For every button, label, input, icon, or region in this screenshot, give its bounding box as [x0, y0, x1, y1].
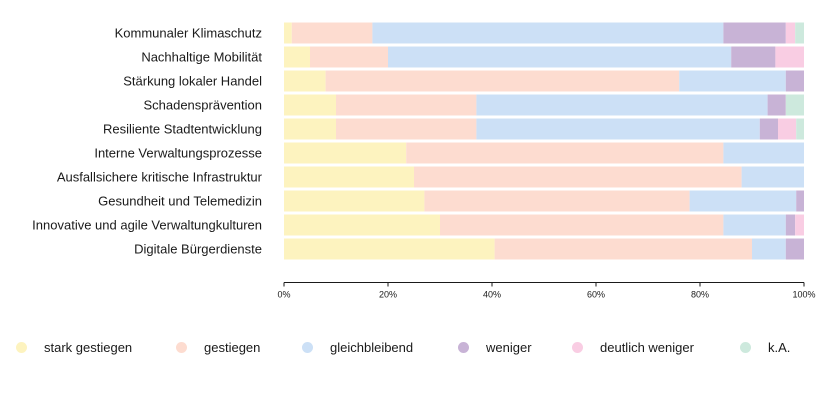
- bar-segment-weniger: [731, 46, 776, 68]
- bar-segment-deutlich-weniger: [775, 46, 804, 68]
- bar-segment-gestiegen: [291, 22, 373, 44]
- category-label: Innovative und agile Verwaltungkulturen: [32, 218, 262, 233]
- category-label: Gesundheit und Telemedizin: [98, 194, 262, 209]
- bar-segment-weniger: [785, 238, 804, 260]
- bar-segment-weniger: [759, 118, 778, 140]
- bar-segment-deutlich-weniger: [778, 118, 797, 140]
- bar-segment-gleichbleibend: [741, 166, 804, 188]
- x-tick-label: 0%: [277, 290, 290, 300]
- bar-segment-gleichbleibend: [723, 142, 804, 164]
- legend-label: stark gestiegen: [44, 340, 133, 355]
- category-label: Digitale Bürgerdienste: [134, 242, 262, 257]
- legend-item-gleichbleibend: gleichbleibend: [302, 340, 413, 355]
- legend-item-deutlich-weniger: deutlich weniger: [572, 340, 694, 355]
- category-label: Nachhaltige Mobilität: [141, 50, 262, 65]
- bar-segment-weniger: [767, 94, 786, 116]
- category-label: Ausfallsichere kritische Infrastruktur: [57, 170, 263, 185]
- x-tick-label: 80%: [691, 290, 709, 300]
- bar-segment-stark-gestiegen: [284, 238, 495, 260]
- bar-segment-stark-gestiegen: [284, 190, 425, 212]
- bar-segment-gestiegen: [310, 46, 388, 68]
- bar-segment-gestiegen: [424, 190, 690, 212]
- legend-label: k.A.: [768, 340, 791, 355]
- category-label: Stärkung lokaler Handel: [123, 74, 262, 89]
- stacked-bar-chart: Kommunaler Klimaschutz Nachhaltige Mobili…: [32, 22, 816, 300]
- bar-segment-stark-gestiegen: [284, 166, 414, 188]
- bar-segment-gestiegen: [336, 118, 477, 140]
- bar-segment-gleichbleibend: [679, 70, 786, 92]
- legend-item-stark-gestiegen: stark gestiegen: [16, 340, 132, 355]
- bar-segment-gleichbleibend: [723, 214, 786, 236]
- legend-swatch: [458, 342, 469, 353]
- bar-segment-deutlich-weniger: [785, 22, 796, 44]
- x-tick-label: 20%: [379, 290, 397, 300]
- legend-swatch: [740, 342, 751, 353]
- legend: stark gestiegen gestiegen gleichbleibend we…: [0, 340, 820, 370]
- bar-segment-gestiegen: [414, 166, 742, 188]
- bar-segment-stark-gestiegen: [284, 142, 407, 164]
- category-label: Interne Verwaltungsprozesse: [94, 146, 262, 161]
- legend-label: weniger: [486, 340, 532, 355]
- bar-segment-k-a: [785, 94, 804, 116]
- bar-segment-gestiegen: [494, 238, 752, 260]
- bar-segment-weniger: [785, 70, 804, 92]
- bar-segment-stark-gestiegen: [284, 46, 310, 68]
- bar-segment-stark-gestiegen: [284, 22, 292, 44]
- bar-segment-weniger: [723, 22, 786, 44]
- category-label: Kommunaler Klimaschutz: [115, 26, 262, 41]
- legend-label: gleichbleibend: [330, 340, 414, 355]
- legend-swatch: [16, 342, 27, 353]
- bar-segment-gleichbleibend: [476, 94, 768, 116]
- legend-item-gestiegen: gestiegen: [176, 340, 260, 355]
- bar-segment-gestiegen: [440, 214, 724, 236]
- x-tick-label: 100%: [792, 290, 815, 300]
- bar-segment-gleichbleibend: [372, 22, 724, 44]
- bar-segment-weniger: [796, 190, 804, 212]
- bar-segment-k-a: [796, 118, 804, 140]
- bar-segment-gleichbleibend: [476, 118, 760, 140]
- legend-label: deutlich weniger: [600, 340, 694, 355]
- bar-segment-gleichbleibend: [689, 190, 797, 212]
- bar-segment-deutlich-weniger: [795, 214, 804, 236]
- legend-swatch: [176, 342, 187, 353]
- bar-segment-k-a: [795, 22, 804, 44]
- bar-segment-stark-gestiegen: [284, 118, 336, 140]
- bar-segment-weniger: [785, 214, 796, 236]
- legend-swatch: [302, 342, 313, 353]
- bar-segment-stark-gestiegen: [284, 94, 336, 116]
- category-label: Resiliente Stadtentwicklung: [103, 122, 262, 137]
- x-tick-label: 60%: [587, 290, 605, 300]
- legend-item-k-a: k.A.: [740, 340, 790, 355]
- category-label: Schadensprävention: [143, 98, 262, 113]
- bar-segment-gleichbleibend: [752, 238, 786, 260]
- legend-swatch: [572, 342, 583, 353]
- legend-label: gestiegen: [204, 340, 261, 355]
- bar-segment-gestiegen: [406, 142, 724, 164]
- bar-segment-stark-gestiegen: [284, 70, 326, 92]
- x-tick-label: 40%: [483, 290, 501, 300]
- bar-segment-stark-gestiegen: [284, 214, 440, 236]
- legend-item-weniger: weniger: [458, 340, 532, 355]
- bar-segment-gestiegen: [336, 94, 477, 116]
- bar-segment-gleichbleibend: [388, 46, 732, 68]
- bar-segment-gestiegen: [325, 70, 680, 92]
